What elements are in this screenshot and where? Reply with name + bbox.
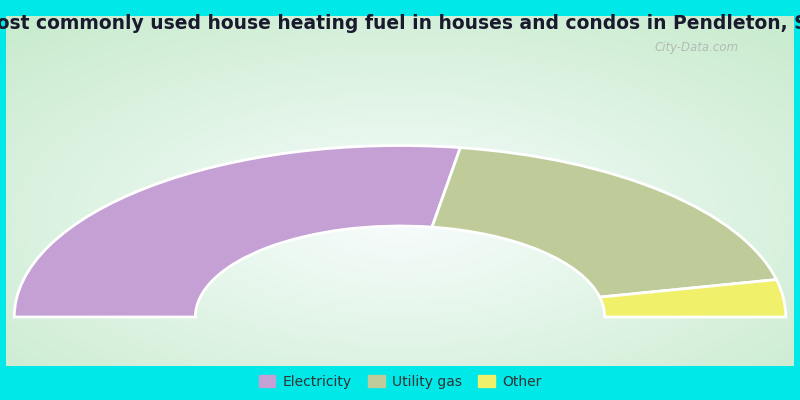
Text: Most commonly used house heating fuel in houses and condos in Pendleton, SC: Most commonly used house heating fuel in… <box>0 14 800 33</box>
Wedge shape <box>432 148 777 297</box>
Wedge shape <box>14 146 460 317</box>
Text: City-Data.com: City-Data.com <box>654 40 738 54</box>
Legend: Electricity, Utility gas, Other: Electricity, Utility gas, Other <box>253 370 547 394</box>
Wedge shape <box>600 280 786 317</box>
